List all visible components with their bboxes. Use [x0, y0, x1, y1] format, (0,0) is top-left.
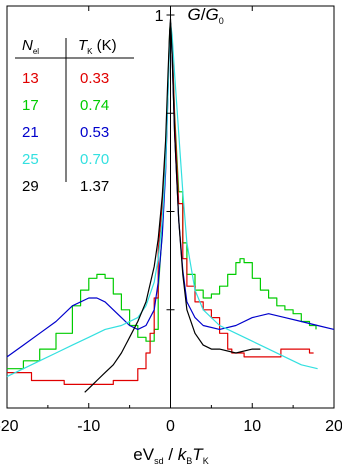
series-line-0 — [7, 22, 317, 370]
table-row-tk: 0.74 — [80, 97, 109, 114]
table-header-tk-part-0: T — [78, 37, 89, 54]
table-header-nel: Nel — [22, 37, 39, 56]
y-axis-label-part-2: G — [205, 5, 218, 24]
x-tick-label: 20 — [325, 418, 342, 435]
x-axis-label-part-1: sd — [154, 456, 164, 466]
table-row-n: 25 — [22, 151, 39, 168]
series-layer — [6, 18, 335, 393]
table-row-tk: 0.70 — [80, 151, 109, 168]
x-axis-label: eVsd / kBTK — [133, 445, 208, 466]
series-line-1 — [7, 22, 314, 385]
table-row-tk: 1.37 — [80, 178, 109, 195]
table-header-nel-part-1: el — [33, 47, 39, 56]
table-row-n: 17 — [22, 97, 39, 114]
x-axis-label-part-2: / — [164, 445, 178, 464]
table-header-nel-part-0: N — [22, 37, 33, 54]
y-axis-label-part-3: 0 — [219, 16, 224, 26]
table-row-n: 21 — [22, 124, 39, 141]
axes-layer — [6, 6, 335, 408]
y-axis-label-part-0: G — [188, 5, 201, 24]
x-tick-label: -10 — [77, 418, 100, 435]
x-tick-label: 0 — [166, 418, 175, 435]
x-axis-label-part-4: B — [186, 456, 192, 466]
table-header-tk-part-2: (K) — [93, 37, 117, 54]
table-row-tk: 0.33 — [80, 70, 109, 87]
x-tick-label: 10 — [243, 418, 261, 435]
table-row-n: 29 — [22, 178, 39, 195]
table-row-n: 13 — [22, 70, 39, 87]
legend-table: Nel TK (K) 13 0.33 17 0.74 21 0.53 25 0.70 29 1.37 — [15, 37, 134, 195]
table-header-tk-part-1: K — [87, 47, 93, 56]
x-tick-label: -20 — [0, 418, 19, 435]
y-axis-label-part-1: / — [201, 5, 206, 24]
x-axis-label-part-6: K — [203, 456, 209, 466]
series-line-4 — [84, 18, 261, 393]
y-axis-label: G/G0 — [188, 5, 224, 26]
table-header-tk: TK (K) — [78, 37, 117, 56]
table-row-tk: 0.53 — [80, 124, 109, 141]
y-tick-label: 1 — [155, 8, 164, 25]
x-axis-label-part-0: eV — [133, 445, 154, 464]
x-axis-label-part-3: k — [178, 445, 188, 464]
x-axis-label-part-5: T — [192, 445, 204, 464]
